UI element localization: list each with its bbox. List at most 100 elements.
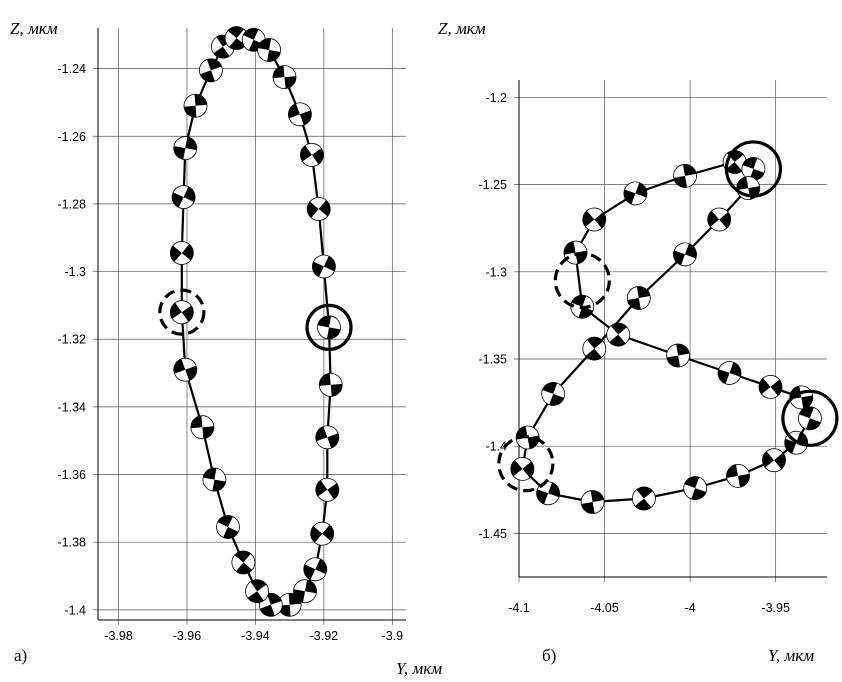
panel-b-data-point-fill	[774, 452, 786, 470]
panel-b-data-point-fill	[738, 473, 750, 488]
panel-a-data-point-fill	[170, 302, 182, 319]
panel-b-data-point	[726, 463, 750, 488]
panel-b-data-point	[580, 490, 605, 514]
panel-a-data-point-fill	[181, 244, 194, 261]
panel-b-y-tick-label: -1.3	[485, 265, 507, 279]
panel-b-data-point-fill	[636, 286, 651, 298]
panel-b-data-point-fill	[736, 176, 749, 191]
panel-b-x-tick-label: -4.1	[508, 601, 530, 615]
panel-a-data-point-fill	[257, 38, 272, 50]
panel-a-data-point	[311, 254, 336, 279]
panel-b-x-tick-label: -4.05	[590, 601, 619, 615]
panel-b-data-point-fill	[799, 406, 814, 419]
panel-b-data-point	[510, 456, 535, 481]
panel-a-data-point-fill	[303, 564, 316, 580]
panel-a-data-point-fill	[315, 426, 328, 442]
panel-a-y-tick-label: -1.34	[58, 400, 87, 414]
panel-a-y-tick-label: -1.32	[58, 333, 87, 347]
panel-a-data-point-fill	[181, 305, 194, 322]
panel-b-data-point-fill	[759, 378, 771, 395]
panel-b-data-point-fill	[586, 337, 604, 349]
panel-b-data-point-fill	[685, 243, 697, 259]
panel-a-data-point-fill	[266, 593, 282, 605]
panel-a-data-point-fill	[322, 524, 334, 542]
panel-a-data-point-fill	[330, 383, 343, 397]
panel-a-data-point-fill	[234, 551, 251, 563]
panel-b-data-point-fill	[676, 344, 690, 356]
panel-a-data-point	[257, 38, 282, 62]
panel-a-data-point	[169, 300, 194, 325]
panel-a-y-tick-label: -1.36	[58, 468, 87, 482]
panel-a-data-point-fill	[194, 94, 207, 106]
panel-b-data-point-fill	[510, 460, 523, 477]
panel-a-data-point-fill	[317, 315, 331, 328]
panel-a-data-point-fill	[247, 591, 264, 603]
panel-a-data-point-fill	[312, 261, 324, 277]
panel-a-data-point-fill	[236, 562, 253, 574]
panel-a-y-tick-label: -1.3	[64, 265, 86, 279]
panel-a-data-point	[293, 579, 317, 604]
panel-a-data-point-fill	[170, 245, 182, 262]
panel-a-data-point	[190, 415, 215, 440]
panel-a-x-tick-label: -3.98	[104, 629, 133, 643]
panel-b-data-point	[798, 406, 822, 431]
panel-b-data-point-fill	[718, 369, 730, 384]
panel-b-data-point-fill	[691, 488, 707, 500]
panel-b-x-tick-label: -3.95	[761, 601, 790, 615]
panel-a-data-point-fill	[243, 28, 259, 40]
panel-b-dashed-highlight-circle	[553, 251, 611, 310]
panel-b-data-point	[623, 181, 648, 206]
panel-b-data-point-fill	[536, 489, 549, 505]
panel-b-y-tick-label: -1.2	[485, 91, 507, 105]
panel-a-tick-labels: -3.98 -3.96 -3.94 -3.92 -3.9 -1.24 -1.26 -1.28 -…	[58, 62, 404, 643]
panel-a-data-point-fill	[315, 480, 328, 497]
panel-a-data-point-fill	[183, 186, 196, 202]
panel-a-data-point-fill	[172, 192, 184, 208]
panel-b-data-point	[722, 150, 747, 174]
panel-b-data-point	[606, 322, 631, 347]
panel-a-data-point	[306, 197, 331, 221]
panel-b-data-point	[536, 481, 560, 506]
panel-b-y-tick-label: -1.4	[485, 440, 507, 454]
panel-b-data-point-fill	[719, 212, 731, 229]
panel-a-data-point-fill	[227, 26, 244, 39]
panel-b-data-point	[626, 286, 651, 310]
panel-a-data-point-fill	[203, 468, 217, 480]
panel-b-data-point-fill	[683, 164, 697, 176]
panel-a-data-point-fill	[259, 604, 275, 617]
panel-a-data-point-fill	[212, 479, 226, 492]
panel-a-data-point-fill	[315, 558, 327, 575]
panel-b-data-point	[717, 361, 742, 385]
panel-a-data-point-fill	[305, 579, 317, 594]
panel-b-data-point	[582, 207, 607, 232]
panel-b-data-point-fill	[635, 182, 647, 198]
panel-b-data-point-fill	[582, 210, 595, 227]
panel-b-data-point-fill	[684, 476, 700, 489]
panel-a-data-point-fill	[273, 65, 285, 79]
panel-a-x-axis-title: Y, мкм	[396, 659, 442, 678]
panel-b-data-point-fill	[635, 498, 652, 510]
panel-a-x-tick-label: -3.92	[310, 629, 339, 643]
panel-a-y-axis-title: Z, мкм	[10, 19, 58, 38]
panel-b-data-point-fill	[585, 348, 602, 361]
panel-a-grid	[93, 28, 406, 625]
panel-a-data-point-fill	[284, 76, 296, 89]
panel-a-x-tick-label: -3.9	[382, 629, 404, 643]
panel-a-data-point-fill	[300, 145, 312, 162]
panel-a-data-point	[303, 557, 328, 582]
panel-a-data-point-fill	[229, 38, 246, 50]
panel-b-data-point-fill	[610, 323, 628, 335]
panel-b-data-point-fill	[522, 461, 534, 478]
panel-b-data-point-fill	[564, 241, 576, 255]
panel-a-data-point-fill	[307, 201, 319, 218]
panel-a-data-point	[173, 357, 198, 382]
panel-b-data-point-fill	[725, 162, 742, 174]
panel-a-data-point-fill	[173, 358, 186, 374]
panel-a-data-point	[173, 136, 198, 161]
panel-b-solid-highlight-circle	[781, 389, 839, 447]
panel-b-data-point-fill	[742, 157, 758, 169]
panel-a-data-point-fill	[206, 58, 222, 71]
panel-a-data-point	[310, 521, 335, 546]
panel-a-data-point	[299, 142, 324, 167]
